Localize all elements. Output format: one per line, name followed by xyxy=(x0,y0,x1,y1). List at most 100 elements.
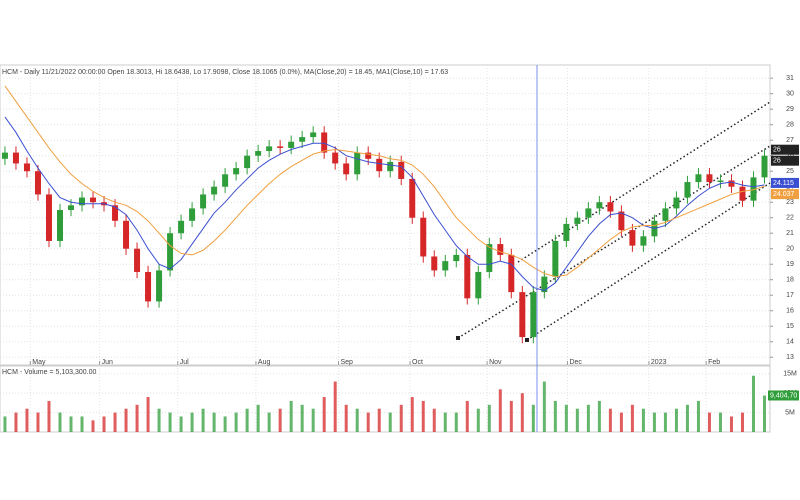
candle-body xyxy=(442,261,449,271)
volume-bar xyxy=(201,408,205,432)
y-tick-label: 20 xyxy=(786,246,794,253)
volume-bar xyxy=(575,408,579,432)
candle-body xyxy=(145,271,152,302)
volume-bar xyxy=(256,404,260,432)
x-tick-label: Sep xyxy=(340,359,353,366)
marks xyxy=(1,85,768,432)
volume-bar xyxy=(69,416,73,432)
candle-body xyxy=(200,194,207,209)
volume-bar xyxy=(399,404,403,432)
volume-bar xyxy=(674,408,678,432)
candle-body xyxy=(585,208,592,218)
candle-body xyxy=(79,197,86,206)
candle-body xyxy=(222,174,229,187)
volume-bar xyxy=(542,381,546,432)
candle-body xyxy=(255,151,262,156)
volume-bar xyxy=(586,404,590,432)
candle-body xyxy=(310,132,317,138)
volume-tick-label: 15M xyxy=(783,371,797,378)
volume-bar xyxy=(707,412,711,432)
volume-bar xyxy=(311,408,315,432)
candle-body xyxy=(299,137,306,142)
candle-body xyxy=(56,209,63,241)
y-tick-label: 27 xyxy=(786,137,794,144)
volume-bar xyxy=(619,412,623,432)
close-tag-bg xyxy=(771,155,799,166)
volume-bar xyxy=(179,416,183,432)
candle-body xyxy=(761,155,768,178)
candle-body xyxy=(387,161,394,172)
volume-bar xyxy=(212,412,216,432)
candle-body xyxy=(365,152,372,159)
candle-body xyxy=(552,240,559,277)
candle-body xyxy=(376,158,383,172)
candle-body xyxy=(431,256,438,271)
candle-body xyxy=(398,161,405,179)
volume-bar xyxy=(234,412,238,432)
x-tick-label: Nov xyxy=(489,359,502,366)
volume-bar xyxy=(47,400,51,432)
volume-bar xyxy=(520,393,524,432)
y-tick-label: 14 xyxy=(786,339,794,346)
close-tag: 26 xyxy=(773,158,781,165)
volume-bar xyxy=(91,420,95,432)
candle-body xyxy=(277,146,284,148)
volume-bar xyxy=(608,408,612,432)
channel-bottom xyxy=(526,182,771,341)
channel-anchor xyxy=(525,338,529,342)
ma-tag-bg xyxy=(771,177,799,188)
volume-bar xyxy=(663,412,667,432)
candle-body xyxy=(420,217,427,257)
y-tick-label: 19 xyxy=(786,261,794,268)
candle-body xyxy=(629,230,636,246)
candle-body xyxy=(530,292,537,338)
y-tick-label: 18 xyxy=(786,277,794,284)
candle-body xyxy=(750,177,757,201)
volume-bar xyxy=(377,408,381,432)
candle-body xyxy=(12,152,19,164)
candle-body xyxy=(739,186,746,201)
x-tick-label: Oct xyxy=(412,359,423,366)
volume-bar xyxy=(652,412,656,432)
volume-tag-bg xyxy=(768,390,799,401)
candle-body xyxy=(233,168,240,175)
candle-body xyxy=(244,155,251,169)
chart-title: HCM - Daily 11/21/2022 00:00:00 Open 18.… xyxy=(2,69,448,76)
volume-bar xyxy=(740,412,744,432)
volume-bar xyxy=(410,397,414,432)
volume-bar xyxy=(267,412,271,432)
channel-anchor xyxy=(456,336,460,340)
volume-bar xyxy=(102,416,106,432)
ma-line xyxy=(4,116,765,292)
candle-body xyxy=(332,152,339,164)
candle-body xyxy=(618,211,625,231)
candle-body xyxy=(717,180,724,183)
volume-bar xyxy=(718,412,722,432)
x-tick-label: Aug xyxy=(258,359,271,366)
x-tick-label: May xyxy=(32,359,46,366)
channel-top xyxy=(517,101,771,263)
volume-bar xyxy=(322,397,326,432)
candle-body xyxy=(156,270,163,302)
volume-bar xyxy=(333,381,337,432)
volume-bar xyxy=(509,400,513,432)
volume-tag: 9,404,70 xyxy=(770,392,797,399)
volume-bar xyxy=(355,408,359,432)
volume-bar xyxy=(729,416,733,432)
candle-body xyxy=(34,171,41,195)
volume-bar xyxy=(641,408,645,432)
candle-body xyxy=(574,217,581,224)
volume-bar xyxy=(113,412,117,432)
candle-body xyxy=(706,174,713,183)
ma-tag: 24.037 xyxy=(773,191,795,198)
ma-line xyxy=(4,85,765,278)
candle-body xyxy=(90,197,97,203)
y-tick-label: 31 xyxy=(786,75,794,82)
volume-bar xyxy=(498,389,502,432)
grid xyxy=(0,65,770,432)
y-tick-label: 23 xyxy=(786,199,794,206)
volume-bar xyxy=(487,404,491,432)
volume-bar xyxy=(25,408,29,432)
volume-tick-label: 5M xyxy=(785,409,795,416)
